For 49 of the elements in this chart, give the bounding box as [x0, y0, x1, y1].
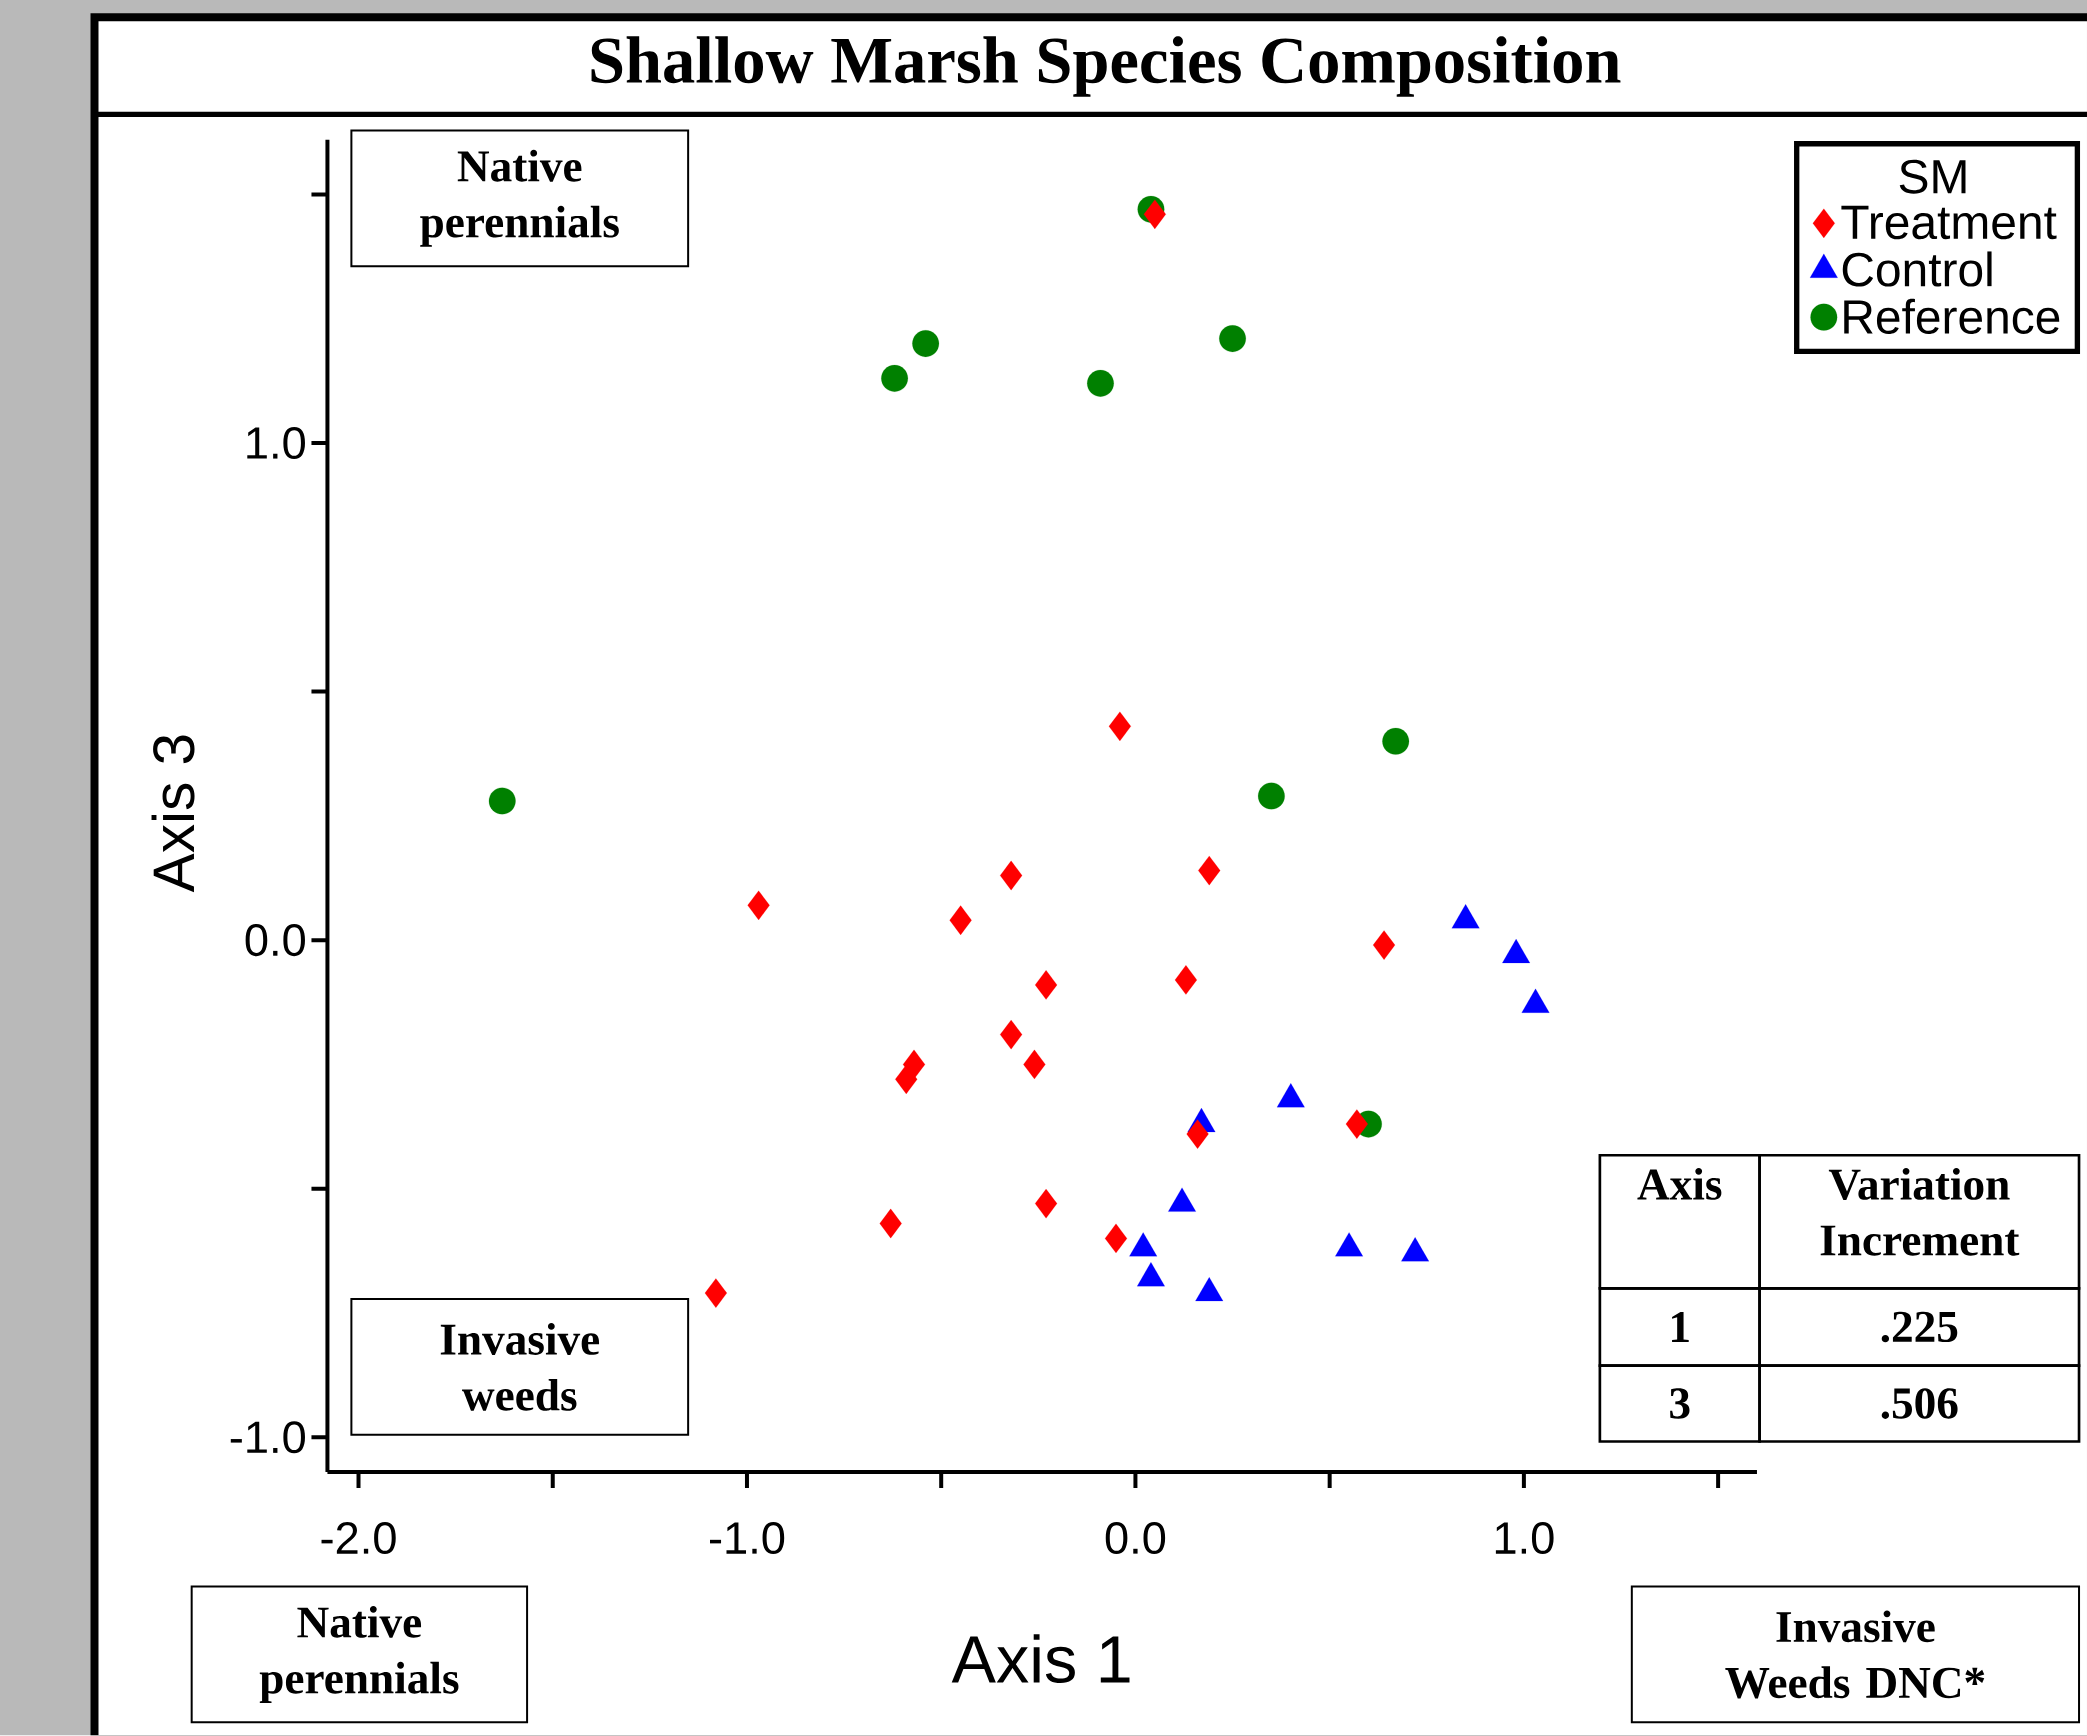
point	[879, 1208, 902, 1239]
x-tick-label: -2.0	[321, 1522, 396, 1555]
legend-label: Reference	[1844, 298, 2060, 335]
point	[1143, 199, 1166, 230]
point	[1186, 1119, 1209, 1149]
point	[1108, 711, 1131, 742]
point	[1104, 1223, 1128, 1254]
point	[895, 1064, 918, 1095]
point	[1087, 370, 1114, 397]
point	[912, 330, 940, 358]
x-tick-label: -1.0	[709, 1522, 785, 1555]
point	[1000, 860, 1023, 891]
y-tick-label: 0.0	[245, 924, 305, 957]
text: Native perennials	[259, 1606, 459, 1704]
point	[1035, 970, 1058, 1000]
annotation: Invasive weeds	[440, 1323, 600, 1411]
chart-title: Shallow Marsh Species Composition	[591, 36, 1621, 97]
text: Invasive Weeds DNC*	[1725, 1610, 1985, 1699]
x-tick-label: 0.0	[1105, 1522, 1166, 1555]
point	[1345, 1109, 1368, 1139]
y-axis-title: Axis 3	[151, 735, 195, 893]
legend-label: Treatment	[1841, 206, 2057, 240]
point	[1198, 856, 1221, 886]
y-tick-label: -1.0	[230, 1421, 305, 1454]
y-tick-label: 1.0	[247, 427, 305, 460]
point	[949, 905, 972, 936]
point	[1219, 325, 1246, 353]
x-tick-label: 1.0	[1495, 1522, 1554, 1555]
point	[1372, 930, 1396, 961]
text: .225	[1881, 1311, 1958, 1343]
point	[704, 1278, 727, 1309]
legend-title: SM	[1899, 159, 1966, 194]
text: Variation Increment	[1820, 1168, 2020, 1256]
point	[1258, 782, 1285, 810]
point	[1382, 728, 1410, 755]
legend-label: Control	[1842, 251, 1992, 287]
annotation: Axis	[1637, 1168, 1722, 1201]
annotation: 3	[1670, 1388, 1690, 1419]
text: .506	[1881, 1388, 1958, 1420]
x-axis-title: Axis 1	[951, 1634, 1130, 1684]
point	[1174, 965, 1197, 995]
point	[1035, 1189, 1058, 1219]
point	[1023, 1049, 1046, 1080]
annotation: Native perennials	[420, 150, 619, 247]
annotation: 1	[1672, 1312, 1689, 1343]
point	[1000, 1020, 1023, 1050]
point	[747, 890, 770, 921]
point	[881, 365, 908, 392]
point	[488, 787, 516, 815]
